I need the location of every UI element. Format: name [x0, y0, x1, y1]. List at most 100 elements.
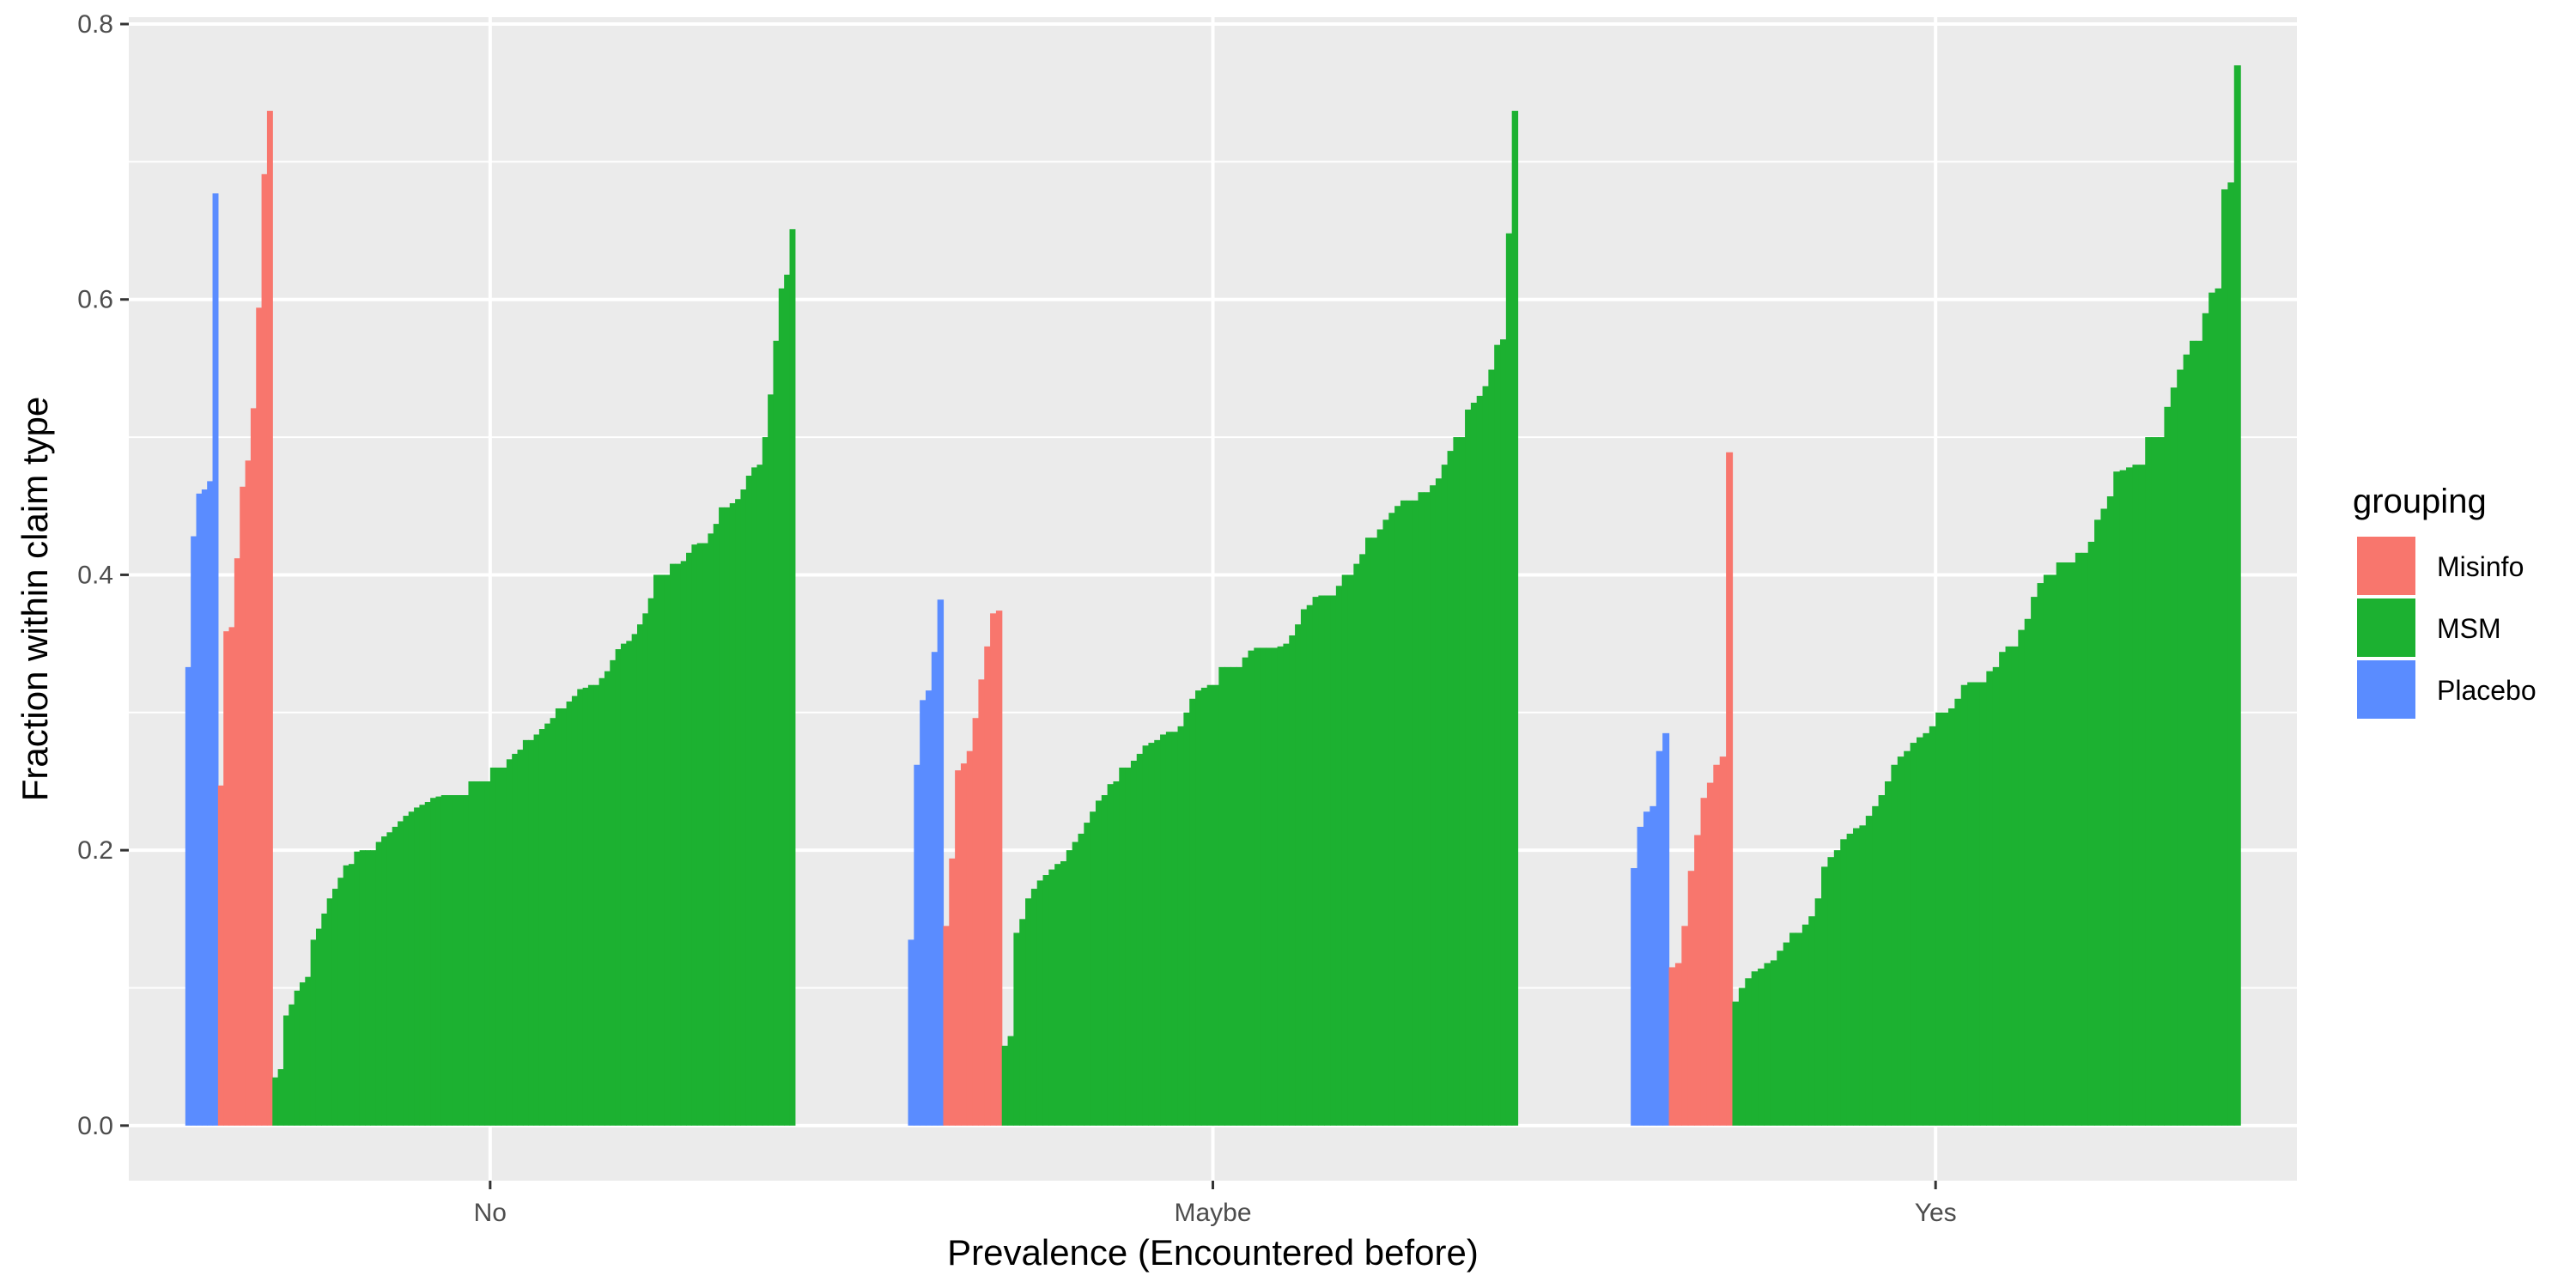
bar-misinfo-no-3	[228, 627, 235, 1126]
bar-msm-maybe-87	[1505, 233, 1513, 1126]
legend: grouping Misinfo MSM Placebo	[2353, 483, 2537, 719]
bar-placebo-maybe-1	[908, 939, 914, 1126]
bar-msm-no-55	[566, 701, 573, 1126]
bar-msm-maybe-58	[1335, 586, 1343, 1126]
bar-msm-yes-72	[2183, 354, 2190, 1126]
bar-msm-maybe-34	[1195, 690, 1202, 1126]
bar-placebo-no-2	[191, 536, 197, 1126]
bar-msm-no-57	[577, 689, 584, 1126]
bar-misinfo-yes-2	[1674, 963, 1682, 1126]
bar-msm-no-85	[729, 503, 736, 1126]
bar-misinfo-maybe-2	[949, 858, 956, 1126]
bar-msm-yes-71	[2177, 369, 2184, 1126]
bar-msm-maybe-46	[1265, 647, 1273, 1126]
bar-msm-yes-32	[1929, 726, 1936, 1126]
bar-msm-no-48	[528, 739, 535, 1126]
bar-msm-no-22	[386, 832, 393, 1126]
bar-msm-no-60	[593, 684, 600, 1126]
bar-msm-yes-66	[2145, 437, 2153, 1126]
bar-msm-no-77	[686, 552, 692, 1126]
bar-msm-no-37	[468, 781, 475, 1126]
bar-placebo-yes-1	[1631, 867, 1638, 1126]
bar-misinfo-maybe-9	[990, 613, 997, 1126]
bar-msm-maybe-25	[1142, 745, 1150, 1126]
bar-msm-no-79	[696, 543, 703, 1126]
bar-msm-no-24	[398, 821, 404, 1126]
bar-misinfo-maybe-6	[972, 718, 980, 1126]
bar-msm-no-26	[408, 811, 415, 1126]
bar-msm-maybe-16	[1090, 811, 1097, 1126]
bar-msm-maybe-4	[1019, 919, 1026, 1126]
bar-msm-yes-65	[2138, 465, 2146, 1126]
bar-msm-yes-35	[1947, 708, 1955, 1126]
bar-msm-no-88	[745, 475, 752, 1126]
bar-misinfo-yes-1	[1668, 967, 1676, 1126]
bar-msm-yes-28	[1904, 750, 1911, 1126]
bar-msm-maybe-51	[1295, 624, 1302, 1126]
bar-misinfo-maybe-10	[995, 611, 1003, 1126]
bar-msm-no-25	[403, 816, 410, 1126]
bar-msm-yes-34	[1941, 712, 1949, 1126]
legend-key-placebo	[2357, 660, 2415, 719]
bar-msm-yes-44	[2005, 646, 2013, 1126]
bar-msm-no-63	[610, 659, 617, 1126]
bar-placebo-yes-3	[1643, 811, 1650, 1126]
bar-msm-yes-21	[1859, 825, 1867, 1126]
bar-msm-no-66	[626, 641, 633, 1126]
bar-msm-maybe-9	[1048, 869, 1055, 1126]
bar-msm-yes-55	[2075, 552, 2082, 1126]
bar-msm-yes-60	[2106, 496, 2114, 1126]
bar-msm-no-18	[365, 850, 371, 1126]
bar-msm-yes-79	[2227, 182, 2235, 1126]
bar-misinfo-yes-5	[1694, 835, 1702, 1126]
bar-msm-yes-5	[1758, 969, 1765, 1126]
bar-msm-no-6	[299, 982, 306, 1126]
bar-msm-no-59	[587, 684, 594, 1126]
bar-msm-yes-4	[1751, 971, 1759, 1126]
bar-msm-maybe-56	[1324, 595, 1331, 1126]
bar-msm-maybe-7	[1036, 880, 1044, 1126]
bar-msm-maybe-55	[1318, 595, 1325, 1126]
bar-msm-maybe-17	[1095, 800, 1103, 1126]
bar-msm-maybe-52	[1300, 609, 1308, 1126]
bar-msm-maybe-10	[1054, 864, 1061, 1126]
y-axis-title: Fraction within claim type	[15, 397, 55, 802]
bar-msm-yes-57	[2087, 541, 2095, 1126]
bar-msm-yes-1	[1732, 1001, 1740, 1126]
bar-msm-no-12	[331, 889, 338, 1126]
bar-msm-no-76	[680, 561, 687, 1126]
bar-placebo-no-1	[185, 666, 191, 1126]
bar-msm-no-73	[664, 574, 671, 1126]
bar-msm-maybe-8	[1042, 875, 1049, 1126]
bar-msm-maybe-22	[1125, 767, 1132, 1126]
bar-misinfo-no-1	[217, 785, 224, 1126]
bar-msm-maybe-31	[1177, 726, 1184, 1126]
bar-misinfo-maybe-7	[978, 679, 985, 1126]
bar-msm-yes-37	[1960, 684, 1968, 1126]
bar-msm-no-83	[719, 507, 726, 1126]
bar-msm-yes-54	[2069, 562, 2076, 1126]
bar-msm-no-39	[479, 781, 486, 1126]
bar-msm-yes-15	[1821, 866, 1829, 1126]
bar-msm-yes-77	[2215, 288, 2222, 1126]
bar-misinfo-maybe-4	[960, 763, 968, 1126]
bar-msm-maybe-19	[1107, 784, 1115, 1126]
bar-msm-no-65	[620, 643, 627, 1126]
bar-msm-yes-19	[1846, 833, 1854, 1126]
bar-msm-maybe-37	[1212, 684, 1219, 1126]
bar-msm-yes-59	[2100, 508, 2108, 1126]
bar-msm-maybe-14	[1078, 833, 1084, 1126]
bar-misinfo-yes-8	[1713, 764, 1721, 1126]
bar-msm-no-19	[370, 850, 377, 1126]
bar-msm-yes-51	[2050, 574, 2057, 1126]
bar-msm-yes-23	[1872, 805, 1880, 1126]
bar-msm-no-80	[702, 543, 709, 1126]
bar-msm-no-35	[457, 795, 464, 1126]
bar-msm-no-53	[555, 708, 562, 1126]
legend-key-misinfo	[2357, 537, 2415, 595]
bar-placebo-maybe-3	[920, 700, 927, 1126]
bar-msm-yes-75	[2202, 313, 2209, 1126]
bar-msm-yes-64	[2132, 465, 2140, 1126]
bar-misinfo-no-7	[250, 408, 257, 1126]
